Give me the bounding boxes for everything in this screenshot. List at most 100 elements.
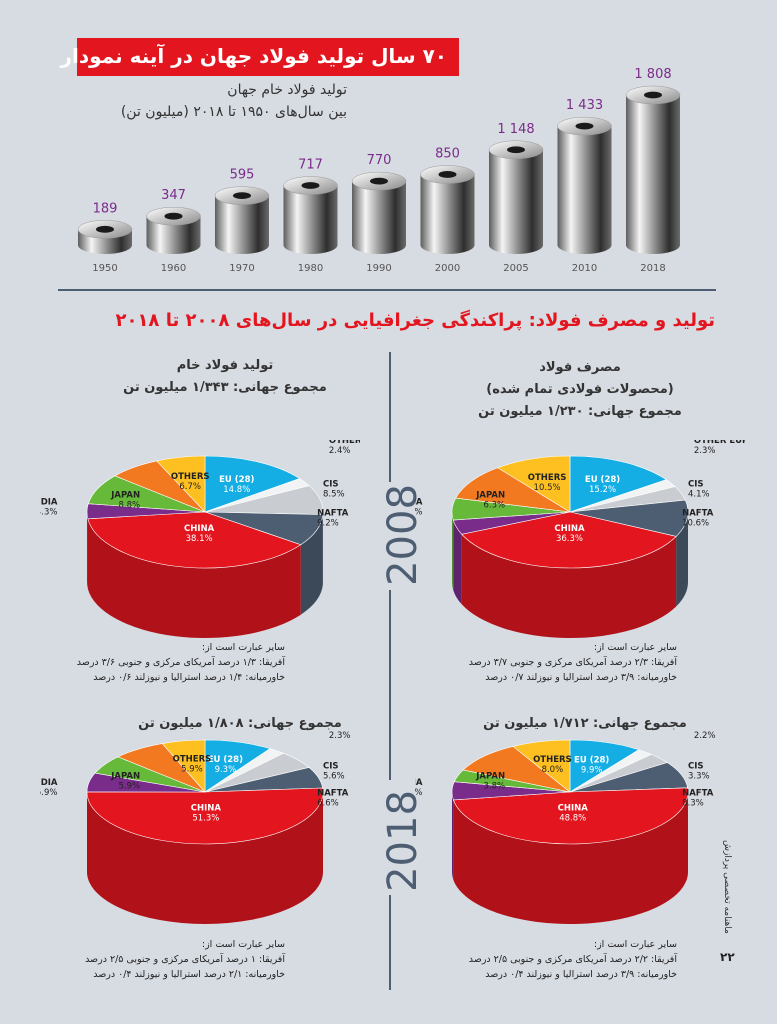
bar-value-label: 717 (298, 158, 323, 173)
note-line: خاورمیانه: ۲/۱ درصد استرالیا و نیوزلند ۰… (93, 969, 285, 980)
prod-2008-heading-2: مجموع جهانی: ۱/۳۴۳ میلیون تن (123, 380, 327, 395)
slice-value: 9.3% (215, 765, 237, 775)
note-line: سایر عبارت است از: (201, 939, 285, 950)
main-title: ۷۰ سال تولید فولاد جهان در آینه نمودار (60, 44, 447, 68)
slice-name: CHINA (191, 803, 222, 813)
pie-slice-others (161, 739, 206, 793)
pie-slice-others (156, 455, 206, 513)
slice-value: 5.9% (40, 788, 58, 798)
prod-2018-heading: مجموع جهانی: ۱/۸۰۸ میلیون تن (138, 716, 342, 731)
bar-hole (370, 177, 388, 185)
x-tick-label: 2010 (572, 263, 597, 274)
slice-value: 6.6% (317, 798, 339, 808)
bar-2000 (420, 165, 475, 254)
slice-name: OTHER EUROPE (329, 440, 360, 446)
bar-body (146, 216, 201, 254)
note-line: آفریقا: ۲/۲ درصد آمریکای مرکزی و جنوبی ۲… (468, 954, 677, 965)
bar-value-label: 347 (161, 188, 186, 203)
slice-value: 5.6% (323, 771, 345, 781)
slice-value: 15.2% (589, 485, 616, 495)
slice-name: NAFTA (682, 788, 714, 798)
bar-body (626, 95, 680, 254)
slice-value: 3.3% (688, 771, 710, 781)
note-line: خاورمیانه: ۱/۴ درصد استرالیا و نیوزلند ۰… (93, 672, 285, 683)
pie-side-japan (452, 512, 454, 591)
x-tick-label: 1980 (298, 263, 323, 274)
bar-hole (164, 212, 183, 220)
slice-name: NAFTA (317, 788, 349, 798)
x-tick-label: 1950 (92, 263, 117, 274)
slice-name: INDIA (40, 778, 58, 788)
pie-label-other-europe: OTHER EUROPE2.3% (329, 730, 360, 741)
bar-2010 (557, 116, 612, 254)
main-title-banner: ۷۰ سال تولید فولاد جهان در آینه نمودار (61, 38, 459, 76)
note-line: خاورمیانه: ۳/۹ درصد استرالیا و نیوزلند ۰… (485, 672, 677, 683)
bar-value-label: 189 (93, 201, 118, 216)
slice-name: JAPAN (475, 771, 505, 781)
slice-value: 2.3% (694, 446, 716, 456)
slice-name: CIS (688, 761, 704, 771)
pie-side-india (452, 792, 454, 880)
slice-value: 6.3% (483, 500, 505, 510)
notes-prod-2008: سایر عبارت است از: آفریقا: ۱/۳ درصد آمری… (77, 640, 285, 685)
slice-name: OTHER EUROPE (329, 730, 360, 731)
cons-2018-heading: مجموع جهانی: ۱/۷۱۲ میلیون تن (483, 716, 687, 731)
section-title: تولید و مصرف فولاد: پراکندگی جغرافیایی د… (115, 310, 715, 331)
bar-value-label: 770 (367, 153, 392, 168)
slice-name: CIS (688, 480, 704, 490)
pie-slice-china (86, 787, 324, 845)
slice-value: 4.1% (688, 490, 710, 500)
bar-hole (233, 192, 251, 200)
pie-label-india: INDIA5.9% (40, 778, 58, 798)
slice-value: 5.9% (181, 764, 203, 774)
section-divider (58, 289, 716, 291)
slice-value: 8.0% (542, 765, 564, 775)
slice-value: 8.3% (682, 798, 704, 808)
slice-name: OTHERS (173, 754, 212, 764)
slice-name: JAPAN (110, 490, 140, 500)
bar-1970 (214, 186, 270, 254)
pie-label-india: INDIA4.2% (415, 498, 423, 518)
notes-cons-2018: سایر عبارت است از: آفریقا: ۲/۲ درصد آمری… (469, 937, 677, 982)
slice-value: 10.6% (682, 519, 709, 529)
bar-body (283, 185, 338, 254)
bar-value-label: 850 (435, 146, 460, 161)
slice-name: INDIA (415, 498, 423, 508)
slice-value: 2.3% (329, 731, 351, 741)
pie-side-china (461, 534, 677, 638)
note-line: آفریقا: ۲/۳ درصد آمریکای مرکزی و جنوبی ۳… (468, 657, 677, 668)
vertical-divider-top (389, 352, 391, 482)
note-line: سایر عبارت است از: (593, 642, 677, 653)
slice-value: 8.8% (118, 500, 140, 510)
slice-name: EU (28) (219, 475, 254, 485)
cylinder-bar-chart: 189 1950 347 1960 595 1970 717 1980 770 1990 850 20… (77, 67, 681, 274)
slice-name: EU (28) (208, 755, 243, 765)
pie-slice-eu- (204, 455, 301, 513)
slice-value: 5.6% (415, 788, 423, 798)
pie-slice-others (496, 455, 571, 513)
pie-slice-others (512, 739, 571, 793)
prod-2008-heading-1: تولید فولاد خام (176, 358, 274, 373)
pie-label-eu-: EU (28)15.2% (585, 475, 620, 495)
bar-value-label: 1 808 (634, 67, 671, 82)
x-tick-label: 1960 (161, 263, 186, 274)
bar-body (420, 174, 475, 254)
slice-value: 14.8% (223, 485, 250, 495)
pie-label-other-europe: OTHER EUROPE2.4% (329, 440, 360, 456)
bar-value-label: 1 433 (566, 98, 603, 113)
x-tick-label: 2018 (640, 263, 665, 274)
note-line: آفریقا: ۱/۳ درصد آمریکای مرکزی و جنوبی ۳… (76, 657, 285, 668)
slice-name: CIS (323, 761, 339, 771)
bar-hole (438, 171, 457, 178)
